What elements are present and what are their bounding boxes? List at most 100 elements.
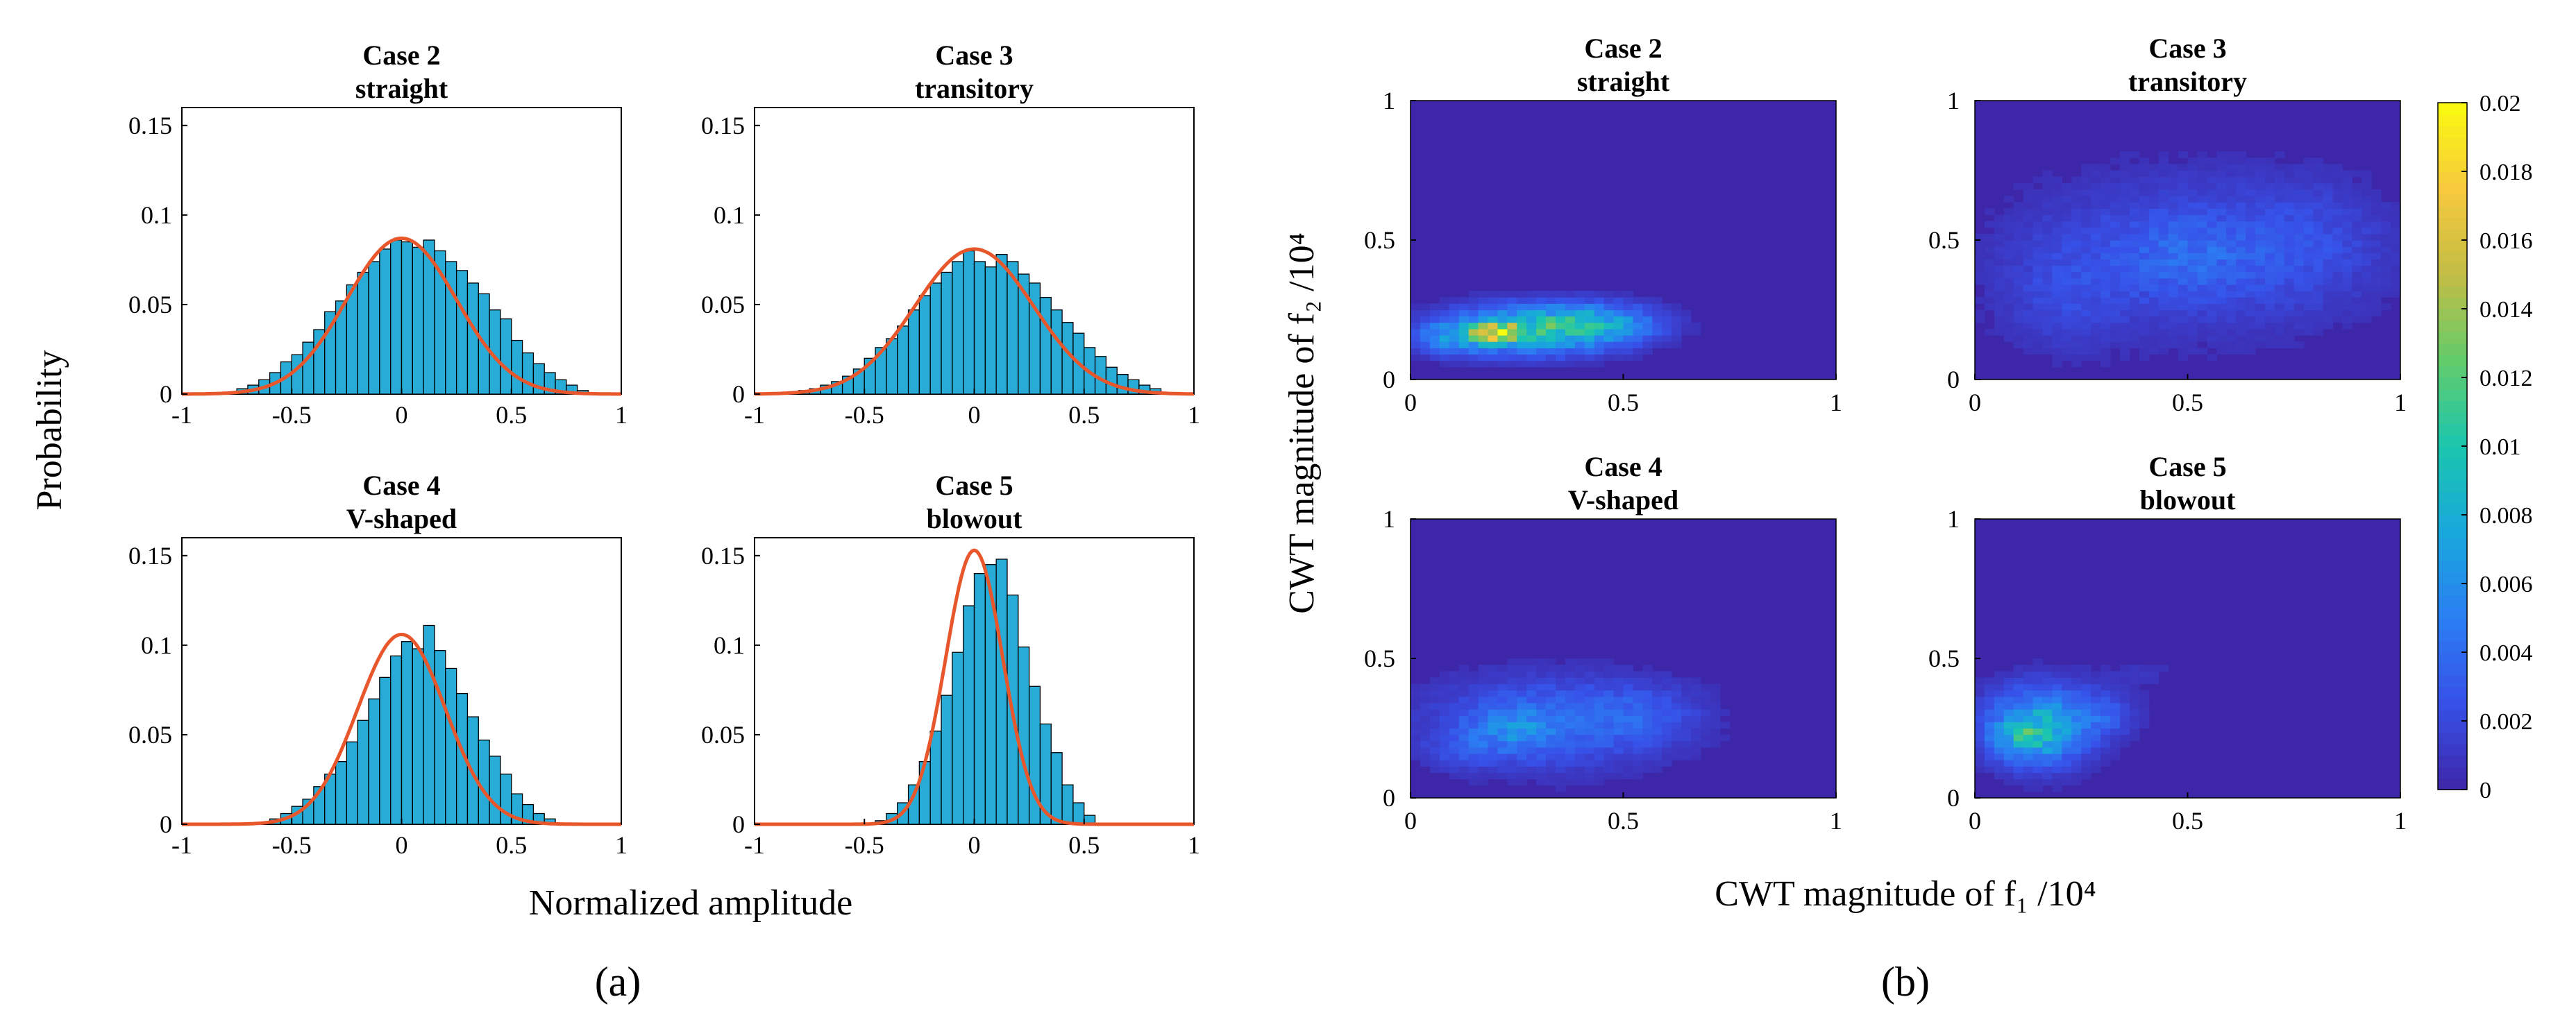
density-cell xyxy=(2003,677,2014,685)
density-cell xyxy=(2158,265,2169,273)
density-cell xyxy=(2052,683,2062,691)
density-cell xyxy=(2216,341,2227,348)
density-cell xyxy=(1613,322,1624,330)
density-cell xyxy=(2110,747,2121,754)
density-cell xyxy=(1652,740,1662,748)
density-cell xyxy=(1691,328,1701,336)
density-cell xyxy=(2265,259,2275,266)
density-cell xyxy=(1603,671,1615,678)
density-cell xyxy=(2052,246,2062,253)
density-cell xyxy=(2293,328,2305,336)
density-cell xyxy=(2303,208,2314,215)
density-cell xyxy=(2255,240,2266,247)
density-cell xyxy=(1526,348,1537,355)
density-cell xyxy=(1594,335,1605,342)
density-cell xyxy=(2148,335,2160,342)
density-cell xyxy=(1449,322,1460,330)
density-cell xyxy=(1411,335,1421,342)
density-cell xyxy=(1429,335,1440,342)
density-cell xyxy=(2168,271,2179,279)
density-cell xyxy=(1517,341,1527,348)
density-cell xyxy=(1984,291,1995,298)
density-cell xyxy=(1411,683,1421,691)
density-cell xyxy=(2071,322,2082,330)
colorbar-segment xyxy=(2438,561,2467,573)
density-cell xyxy=(2081,740,2091,748)
density-cell xyxy=(1526,291,1537,298)
histogram-bar xyxy=(886,338,898,395)
density-cell xyxy=(1691,683,1701,691)
density-cell xyxy=(2091,722,2101,729)
density-cell xyxy=(2091,753,2101,760)
density-cell xyxy=(1701,696,1711,704)
density-cell xyxy=(1546,316,1556,323)
density-cell xyxy=(2362,271,2372,279)
density-cell xyxy=(1633,747,1643,754)
density-cell xyxy=(2246,328,2256,336)
density-cell xyxy=(2197,221,2207,228)
colorbar-segment xyxy=(2438,469,2467,482)
density-cell xyxy=(2255,309,2266,317)
density-cell xyxy=(2342,259,2352,266)
density-cell xyxy=(1507,671,1517,678)
density-cell xyxy=(1488,747,1498,754)
density-cell xyxy=(2101,354,2111,361)
density-cell xyxy=(2110,671,2121,678)
density-cell xyxy=(1429,696,1440,704)
density-cell xyxy=(1594,309,1605,317)
density-cell xyxy=(2265,164,2275,171)
density-cell xyxy=(2313,240,2324,247)
density-cell xyxy=(1507,360,1517,368)
x-tick-label: 1 xyxy=(615,831,628,859)
density-cell xyxy=(1468,728,1479,735)
density-cell xyxy=(1994,303,2005,311)
density-cell xyxy=(1642,690,1653,697)
density-cell xyxy=(2246,335,2256,342)
density-cell xyxy=(2120,278,2130,285)
density-cell xyxy=(1662,335,1672,342)
density-cell xyxy=(1710,703,1721,710)
density-cell xyxy=(2226,291,2237,298)
density-cell xyxy=(2207,316,2217,323)
density-cell xyxy=(2003,709,2014,716)
density-cell xyxy=(1565,709,1576,716)
density-cell xyxy=(1642,766,1653,773)
density-cell xyxy=(2042,715,2053,722)
density-cell xyxy=(1458,753,1470,760)
density-cell xyxy=(1565,715,1576,722)
x-tick-label: 0.5 xyxy=(1608,807,1639,835)
density-cell xyxy=(2081,196,2091,203)
density-cell xyxy=(2139,240,2150,247)
colorbar-segment xyxy=(2438,709,2467,722)
density-cell xyxy=(2187,297,2198,304)
density-cell xyxy=(1623,297,1633,304)
density-cell xyxy=(1458,728,1470,735)
density-cell xyxy=(2197,182,2207,190)
density-cell xyxy=(1429,703,1440,710)
density-cell xyxy=(2342,246,2352,253)
density-cell xyxy=(1556,753,1566,760)
density-cell xyxy=(2023,683,2034,691)
density-cell xyxy=(1478,291,1488,298)
density-cell xyxy=(2158,335,2169,342)
density-cell xyxy=(2091,309,2101,317)
density-cell xyxy=(2293,303,2305,311)
density-cell xyxy=(2081,164,2091,171)
density-cell xyxy=(1574,740,1585,748)
density-cell xyxy=(2003,278,2014,285)
density-cell xyxy=(2187,284,2198,291)
density-cell xyxy=(1536,728,1547,735)
density-cell xyxy=(1488,709,1498,716)
density-cell xyxy=(1420,322,1431,330)
density-cell xyxy=(2284,316,2295,323)
density-cell xyxy=(1584,722,1595,729)
density-cell xyxy=(2284,189,2295,196)
density-cell xyxy=(1975,728,1985,735)
density-cell xyxy=(1603,722,1615,729)
density-cell xyxy=(2023,665,2034,672)
density-cell xyxy=(1526,690,1537,697)
density-cell xyxy=(1994,309,2005,317)
histogram-bar xyxy=(401,641,413,825)
density-cell xyxy=(1584,328,1595,336)
density-cell xyxy=(1603,703,1615,710)
